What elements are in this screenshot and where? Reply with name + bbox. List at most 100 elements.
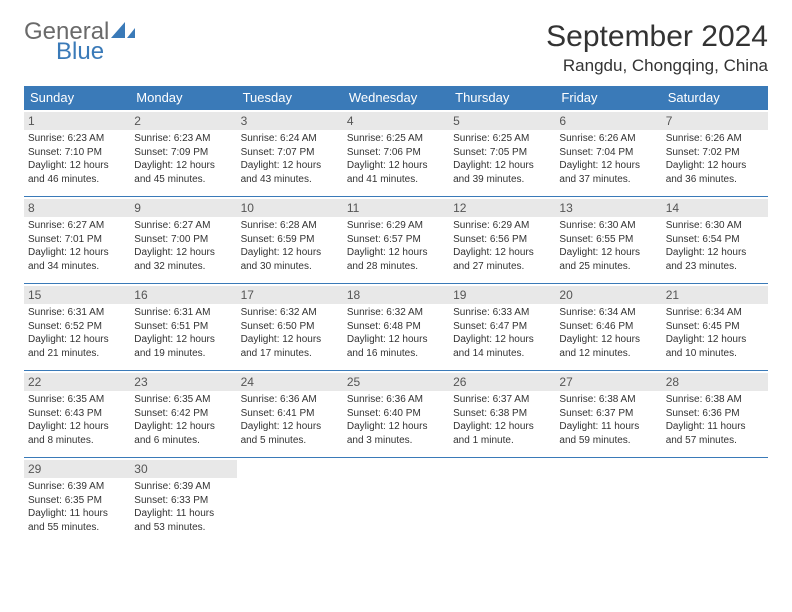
day-number: 13	[555, 199, 661, 217]
day-number: 19	[449, 286, 555, 304]
day-number: 27	[555, 373, 661, 391]
day-info: Sunrise: 6:28 AMSunset: 6:59 PMDaylight:…	[241, 219, 339, 273]
day-info: Sunrise: 6:26 AMSunset: 7:04 PMDaylight:…	[559, 132, 657, 186]
day-number: 25	[343, 373, 449, 391]
day-info: Sunrise: 6:39 AMSunset: 6:35 PMDaylight:…	[28, 480, 126, 534]
day-info: Sunrise: 6:23 AMSunset: 7:09 PMDaylight:…	[134, 132, 232, 186]
day-number: 8	[24, 199, 130, 217]
day-info: Sunrise: 6:24 AMSunset: 7:07 PMDaylight:…	[241, 132, 339, 186]
calendar-day-cell: 20Sunrise: 6:34 AMSunset: 6:46 PMDayligh…	[555, 284, 661, 371]
day-info: Sunrise: 6:31 AMSunset: 6:51 PMDaylight:…	[134, 306, 232, 360]
day-info: Sunrise: 6:33 AMSunset: 6:47 PMDaylight:…	[453, 306, 551, 360]
day-info: Sunrise: 6:30 AMSunset: 6:54 PMDaylight:…	[666, 219, 764, 273]
weekday-header: Saturday	[662, 86, 768, 110]
weekday-header: Thursday	[449, 86, 555, 110]
calendar-day-cell: 6 Sunrise: 6:26 AMSunset: 7:04 PMDaylight…	[555, 110, 661, 197]
day-info: Sunrise: 6:23 AMSunset: 7:10 PMDaylight:…	[28, 132, 126, 186]
day-number: 28	[662, 373, 768, 391]
calendar-day-cell: 11Sunrise: 6:29 AMSunset: 6:57 PMDayligh…	[343, 197, 449, 284]
day-number: 4	[343, 112, 449, 130]
day-info: Sunrise: 6:29 AMSunset: 6:56 PMDaylight:…	[453, 219, 551, 273]
day-number: 6	[555, 112, 661, 130]
calendar-day-cell: 29 Sunrise: 6:39 AMSunset: 6:35 PMDayligh…	[24, 458, 130, 545]
day-number: 10	[237, 199, 343, 217]
calendar-day-cell: 15 Sunrise: 6:31 AMSunset: 6:52 PMDayligh…	[24, 284, 130, 371]
day-info: Sunrise: 6:32 AMSunset: 6:50 PMDaylight:…	[241, 306, 339, 360]
calendar-week-row: 29 Sunrise: 6:39 AMSunset: 6:35 PMDayligh…	[24, 458, 768, 545]
day-info: Sunrise: 6:32 AMSunset: 6:48 PMDaylight:…	[347, 306, 445, 360]
calendar-day-cell: 27 Sunrise: 6:38 AMSunset: 6:37 PMDayligh…	[555, 371, 661, 458]
calendar-day-cell: 5 Sunrise: 6:25 AMSunset: 7:05 PMDaylight…	[449, 110, 555, 197]
day-number: 20	[555, 286, 661, 304]
calendar-day-cell: 25 Sunrise: 6:36 AMSunset: 6:40 PMDayligh…	[343, 371, 449, 458]
day-number: 18	[343, 286, 449, 304]
weekday-header: Wednesday	[343, 86, 449, 110]
calendar-day-cell: 7 Sunrise: 6:26 AMSunset: 7:02 PMDaylight…	[662, 110, 768, 197]
day-number: 21	[662, 286, 768, 304]
day-number: 5	[449, 112, 555, 130]
day-info: Sunrise: 6:26 AMSunset: 7:02 PMDaylight:…	[666, 132, 764, 186]
calendar-day-cell: 8Sunrise: 6:27 AMSunset: 7:01 PMDaylight…	[24, 197, 130, 284]
calendar-day-cell: 16 Sunrise: 6:31 AMSunset: 6:51 PMDayligh…	[130, 284, 236, 371]
day-number: 1	[24, 112, 130, 130]
day-number: 15	[24, 286, 130, 304]
day-number: 3	[237, 112, 343, 130]
day-number: 29	[24, 460, 130, 478]
weekday-header: Sunday	[24, 86, 130, 110]
calendar-week-row: 1 Sunrise: 6:23 AMSunset: 7:10 PMDaylight…	[24, 110, 768, 197]
day-info: Sunrise: 6:35 AMSunset: 6:43 PMDaylight:…	[28, 393, 126, 447]
day-info: Sunrise: 6:31 AMSunset: 6:52 PMDaylight:…	[28, 306, 126, 360]
calendar-table: SundayMondayTuesdayWednesdayThursdayFrid…	[24, 86, 768, 544]
day-number: 7	[662, 112, 768, 130]
calendar-empty-cell	[555, 458, 661, 545]
calendar-header-row: SundayMondayTuesdayWednesdayThursdayFrid…	[24, 86, 768, 110]
location-text: Rangdu, Chongqing, China	[546, 56, 768, 76]
calendar-week-row: 22 Sunrise: 6:35 AMSunset: 6:43 PMDayligh…	[24, 371, 768, 458]
calendar-empty-cell	[237, 458, 343, 545]
calendar-week-row: 15 Sunrise: 6:31 AMSunset: 6:52 PMDayligh…	[24, 284, 768, 371]
title-block: September 2024 Rangdu, Chongqing, China	[546, 20, 768, 76]
day-info: Sunrise: 6:35 AMSunset: 6:42 PMDaylight:…	[134, 393, 232, 447]
calendar-day-cell: 24 Sunrise: 6:36 AMSunset: 6:41 PMDayligh…	[237, 371, 343, 458]
calendar-day-cell: 14Sunrise: 6:30 AMSunset: 6:54 PMDayligh…	[662, 197, 768, 284]
day-info: Sunrise: 6:36 AMSunset: 6:41 PMDaylight:…	[241, 393, 339, 447]
calendar-day-cell: 4 Sunrise: 6:25 AMSunset: 7:06 PMDaylight…	[343, 110, 449, 197]
day-info: Sunrise: 6:38 AMSunset: 6:37 PMDaylight:…	[559, 393, 657, 447]
day-info: Sunrise: 6:36 AMSunset: 6:40 PMDaylight:…	[347, 393, 445, 447]
calendar-day-cell: 3 Sunrise: 6:24 AMSunset: 7:07 PMDaylight…	[237, 110, 343, 197]
day-info: Sunrise: 6:37 AMSunset: 6:38 PMDaylight:…	[453, 393, 551, 447]
calendar-day-cell: 9 Sunrise: 6:27 AMSunset: 7:00 PMDaylight…	[130, 197, 236, 284]
day-number: 2	[130, 112, 236, 130]
day-info: Sunrise: 6:25 AMSunset: 7:05 PMDaylight:…	[453, 132, 551, 186]
weekday-header: Monday	[130, 86, 236, 110]
calendar-empty-cell	[449, 458, 555, 545]
calendar-day-cell: 21 Sunrise: 6:34 AMSunset: 6:45 PMDayligh…	[662, 284, 768, 371]
day-info: Sunrise: 6:34 AMSunset: 6:45 PMDaylight:…	[666, 306, 764, 360]
calendar-day-cell: 13 Sunrise: 6:30 AMSunset: 6:55 PMDayligh…	[555, 197, 661, 284]
calendar-day-cell: 2 Sunrise: 6:23 AMSunset: 7:09 PMDaylight…	[130, 110, 236, 197]
calendar-day-cell: 1 Sunrise: 6:23 AMSunset: 7:10 PMDaylight…	[24, 110, 130, 197]
day-number: 9	[130, 199, 236, 217]
day-info: Sunrise: 6:38 AMSunset: 6:36 PMDaylight:…	[666, 393, 764, 447]
calendar-empty-cell	[343, 458, 449, 545]
month-title: September 2024	[546, 20, 768, 54]
calendar-day-cell: 17 Sunrise: 6:32 AMSunset: 6:50 PMDayligh…	[237, 284, 343, 371]
day-info: Sunrise: 6:39 AMSunset: 6:33 PMDaylight:…	[134, 480, 232, 534]
calendar-day-cell: 19 Sunrise: 6:33 AMSunset: 6:47 PMDayligh…	[449, 284, 555, 371]
day-number: 30	[130, 460, 236, 478]
day-info: Sunrise: 6:27 AMSunset: 7:00 PMDaylight:…	[134, 219, 232, 273]
calendar-day-cell: 22 Sunrise: 6:35 AMSunset: 6:43 PMDayligh…	[24, 371, 130, 458]
calendar-day-cell: 30 Sunrise: 6:39 AMSunset: 6:33 PMDayligh…	[130, 458, 236, 545]
day-number: 17	[237, 286, 343, 304]
calendar-day-cell: 18 Sunrise: 6:32 AMSunset: 6:48 PMDayligh…	[343, 284, 449, 371]
day-number: 22	[24, 373, 130, 391]
calendar-day-cell: 26 Sunrise: 6:37 AMSunset: 6:38 PMDayligh…	[449, 371, 555, 458]
day-number: 26	[449, 373, 555, 391]
day-number: 16	[130, 286, 236, 304]
day-info: Sunrise: 6:25 AMSunset: 7:06 PMDaylight:…	[347, 132, 445, 186]
day-info: Sunrise: 6:30 AMSunset: 6:55 PMDaylight:…	[559, 219, 657, 273]
day-number: 24	[237, 373, 343, 391]
calendar-day-cell: 10 Sunrise: 6:28 AMSunset: 6:59 PMDayligh…	[237, 197, 343, 284]
day-number: 12	[449, 199, 555, 217]
logo-text-blue: Blue	[56, 40, 137, 64]
